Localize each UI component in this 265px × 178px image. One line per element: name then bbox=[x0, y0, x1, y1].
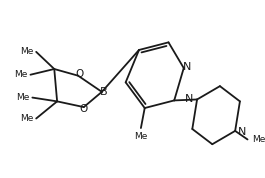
Text: N: N bbox=[185, 93, 193, 104]
Text: Me: Me bbox=[20, 47, 33, 56]
Text: O: O bbox=[80, 104, 88, 114]
Text: Me: Me bbox=[16, 93, 29, 102]
Text: Me: Me bbox=[20, 114, 33, 123]
Text: O: O bbox=[75, 69, 83, 79]
Text: Me: Me bbox=[134, 132, 148, 141]
Text: Me: Me bbox=[252, 135, 265, 144]
Text: B: B bbox=[100, 87, 108, 97]
Text: N: N bbox=[183, 62, 192, 72]
Text: Me: Me bbox=[14, 70, 28, 79]
Text: N: N bbox=[238, 127, 246, 137]
